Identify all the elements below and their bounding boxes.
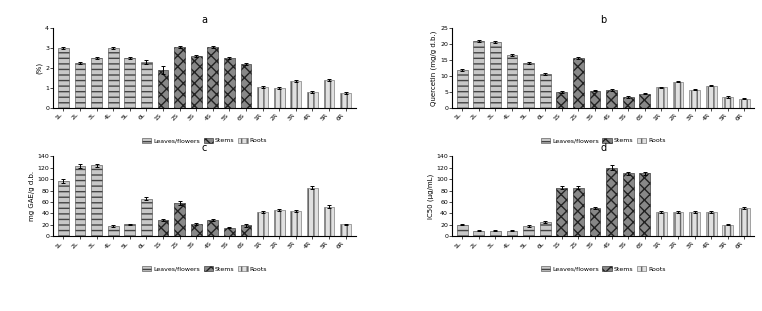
Bar [274, 210, 284, 236]
Bar [324, 207, 335, 236]
Bar [473, 231, 484, 236]
Bar [224, 58, 235, 108]
Bar [639, 94, 650, 108]
Bar [706, 212, 716, 236]
Bar [241, 225, 251, 236]
Bar [190, 56, 201, 108]
Text: b: b [600, 15, 607, 25]
Bar [91, 58, 102, 108]
Bar [290, 211, 301, 236]
Bar [207, 220, 218, 236]
Bar [340, 93, 351, 108]
Bar [141, 62, 152, 108]
Bar [257, 87, 268, 108]
Bar [689, 212, 700, 236]
Bar [75, 166, 85, 236]
Bar [523, 63, 534, 108]
Bar [190, 224, 201, 236]
Bar [456, 70, 468, 108]
Bar [58, 181, 69, 236]
Bar [706, 86, 716, 108]
Bar [623, 97, 633, 108]
Bar [507, 55, 517, 108]
Legend: Leaves/flowers, Stems, Roots: Leaves/flowers, Stems, Roots [541, 266, 666, 272]
Bar [673, 82, 684, 108]
Bar [623, 174, 633, 236]
Bar [507, 231, 517, 236]
Bar [124, 224, 135, 236]
Bar [75, 63, 85, 108]
Bar [539, 74, 551, 108]
Bar [107, 226, 119, 236]
Bar [158, 220, 168, 236]
Bar [656, 87, 667, 108]
Text: d: d [600, 143, 607, 153]
Bar [174, 47, 185, 108]
Bar [224, 228, 235, 236]
Legend: Leaves/flowers, Stems, Roots: Leaves/flowers, Stems, Roots [142, 138, 267, 143]
Bar [207, 47, 218, 108]
Bar [290, 81, 301, 108]
Legend: Leaves/flowers, Stems, Roots: Leaves/flowers, Stems, Roots [142, 266, 267, 272]
Bar [689, 90, 700, 108]
Bar [107, 48, 119, 108]
Bar [490, 231, 501, 236]
Bar [141, 199, 152, 236]
Text: a: a [201, 15, 207, 25]
Bar [274, 88, 284, 108]
Bar [607, 168, 617, 236]
Bar [307, 92, 318, 108]
Bar [573, 58, 584, 108]
Bar [58, 48, 69, 108]
Y-axis label: Quercetin (mg/g d.b.): Quercetin (mg/g d.b.) [431, 30, 437, 106]
Text: c: c [202, 143, 207, 153]
Y-axis label: mg GAE/g d.b.: mg GAE/g d.b. [29, 171, 34, 221]
Bar [490, 42, 501, 108]
Bar [556, 188, 567, 236]
Bar [456, 225, 468, 236]
Bar [340, 224, 351, 236]
Bar [607, 90, 617, 108]
Bar [573, 188, 584, 236]
Y-axis label: (%): (%) [36, 62, 43, 74]
Bar [539, 222, 551, 236]
Y-axis label: IC50 (μg/mL): IC50 (μg/mL) [427, 174, 434, 219]
Bar [639, 174, 650, 236]
Bar [590, 208, 600, 236]
Bar [473, 41, 484, 108]
Bar [673, 212, 684, 236]
Bar [722, 97, 733, 108]
Bar [91, 165, 102, 236]
Bar [241, 64, 251, 108]
Legend: Leaves/flowers, Stems, Roots: Leaves/flowers, Stems, Roots [541, 138, 666, 143]
Bar [158, 70, 168, 108]
Bar [257, 212, 268, 236]
Bar [174, 203, 185, 236]
Bar [590, 91, 600, 108]
Bar [722, 225, 733, 236]
Bar [739, 99, 750, 108]
Bar [124, 58, 135, 108]
Bar [307, 188, 318, 236]
Bar [523, 226, 534, 236]
Bar [324, 80, 335, 108]
Bar [556, 92, 567, 108]
Bar [739, 208, 750, 236]
Bar [656, 212, 667, 236]
